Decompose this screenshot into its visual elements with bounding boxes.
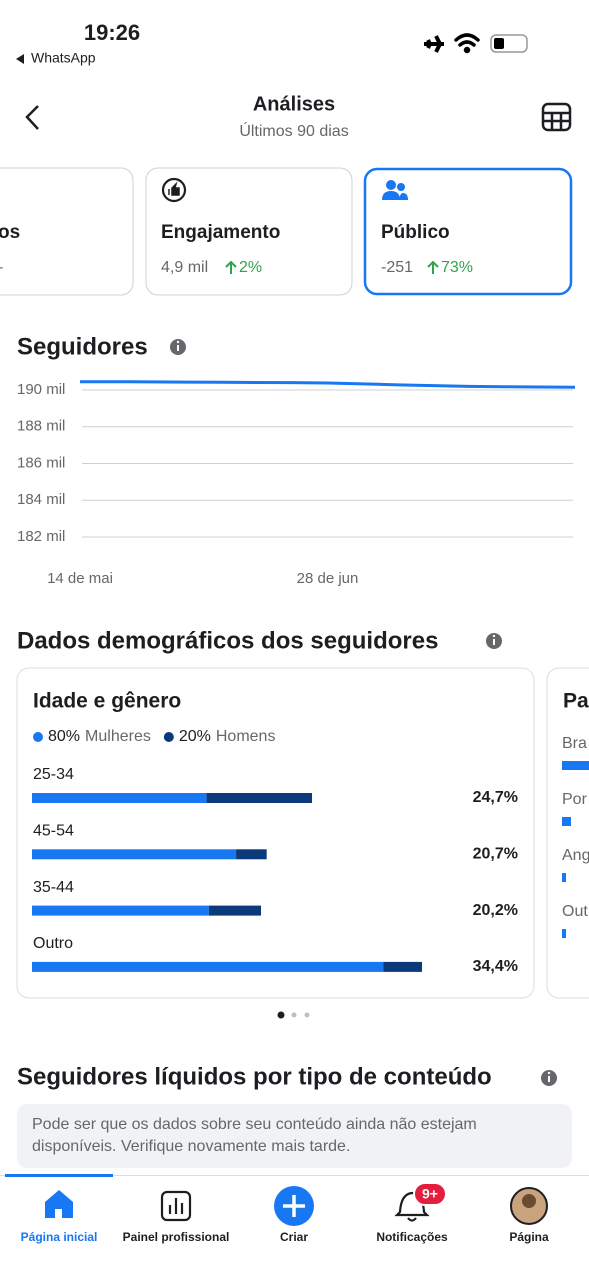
up-arrow: [427, 260, 439, 274]
bar-segment: [32, 793, 207, 803]
section-title: Seguidores: [17, 333, 148, 360]
back-app[interactable]: WhatsApp: [31, 50, 96, 66]
page-dot[interactable]: [291, 1012, 297, 1018]
legend-dot: [33, 732, 43, 742]
card-title: Idade e gênero: [33, 690, 181, 713]
legend-name: Mulheres: [85, 728, 151, 745]
legend-share: 80%: [48, 728, 80, 745]
value-label: 20,7%: [473, 846, 518, 863]
dashboard-icon[interactable]: [160, 1190, 192, 1222]
bar-segment: [32, 905, 209, 916]
category-label: 25-34: [33, 766, 74, 783]
thumb-icon: [168, 181, 180, 196]
card-title: Pa: [563, 690, 589, 713]
country-label: Por: [562, 791, 588, 808]
home-door: [55, 1209, 62, 1218]
battery-icon: [490, 34, 528, 53]
back-button[interactable]: [25, 105, 39, 130]
table-button[interactable]: [541, 102, 572, 132]
bar-segment: [208, 905, 262, 916]
metric-value: 4,9 mil: [161, 259, 208, 276]
country-bar: [562, 817, 571, 826]
metric-value: -: [0, 259, 3, 276]
header-title: Análises: [253, 93, 335, 115]
country-label: Ang: [562, 847, 589, 864]
metric-change: 73%: [441, 259, 473, 276]
bar-segment: [206, 793, 313, 803]
value-label: 20,2%: [473, 902, 518, 919]
country-label: Out: [562, 903, 588, 920]
bar-segment: [236, 849, 267, 860]
category-label: 45-54: [33, 823, 74, 840]
country-bar: [562, 761, 589, 770]
notice-text: Pode ser que os dados sobre seu conteúdo…: [32, 1116, 477, 1155]
audience-icon: [382, 180, 408, 200]
active-tab-indicator: [5, 1174, 113, 1177]
up-arrow: [225, 260, 237, 274]
y-tick-label: 184 mil: [17, 491, 65, 508]
info-icon[interactable]: [486, 633, 502, 649]
page-dot[interactable]: [304, 1012, 310, 1018]
clock: 19:26: [84, 20, 140, 45]
bar-segment: [383, 961, 422, 972]
badge-count: 9+: [422, 1186, 438, 1202]
wifi-icon: [454, 33, 480, 54]
avatar-face: [522, 1194, 536, 1208]
tab-label[interactable]: Painel profissional: [123, 1230, 230, 1244]
legend-dot: [163, 732, 174, 742]
section-title: Seguidores líquidos por tipo de conteúdo: [17, 1063, 492, 1090]
value-label: 24,7%: [473, 789, 518, 806]
y-tick-label: 190 mil: [17, 381, 65, 398]
metric-title: Público: [381, 222, 450, 243]
bar-segment: [32, 961, 384, 972]
metric-value: -251: [381, 259, 413, 276]
category-label: Outro: [33, 935, 73, 952]
tab-label[interactable]: Notificações: [376, 1230, 448, 1244]
legend-share: 20%: [179, 728, 211, 745]
tab-label-active[interactable]: Página inicial: [21, 1230, 98, 1244]
back-arrow-icon[interactable]: [16, 54, 24, 64]
metric-card[interactable]: [0, 167, 134, 296]
country-bar: [562, 873, 566, 882]
y-tick-label: 182 mil: [17, 528, 65, 545]
category-label: 35-44: [33, 879, 74, 896]
metric-change: 2%: [239, 259, 262, 276]
legend-name: Homens: [216, 728, 276, 745]
bar-segment: [32, 849, 237, 860]
followers-line: [80, 380, 576, 389]
metric-card[interactable]: [145, 167, 353, 296]
metric-card-selected[interactable]: [363, 167, 573, 296]
info-icon[interactable]: [541, 1070, 557, 1086]
battery-level: [494, 38, 504, 49]
info-icon[interactable]: [170, 339, 186, 355]
country-bar: [562, 929, 566, 938]
tab-label[interactable]: Página: [509, 1230, 549, 1244]
value-label: 34,4%: [473, 958, 518, 975]
header-subtitle: Últimos 90 dias: [239, 121, 348, 140]
notification-badge: [413, 1182, 447, 1206]
country-label: Bra: [562, 735, 587, 752]
airplane-icon: [424, 35, 444, 53]
notice-box: [17, 1104, 572, 1168]
engagement-icon: [161, 177, 187, 203]
section-title: Dados demográficos dos seguidores: [17, 627, 438, 654]
tab-label[interactable]: Criar: [280, 1230, 308, 1244]
metric-title: os: [0, 222, 20, 243]
metric-title: Engajamento: [161, 222, 280, 243]
country-card: [546, 667, 589, 999]
page-dot-active[interactable]: [277, 1011, 285, 1019]
plus-icon: [283, 1195, 305, 1217]
age-gender-card: [16, 667, 535, 999]
bar-chart: 80% Mulheres 20% Homens 25-34 24,7% 45-54 20,7%…: [32, 728, 518, 975]
y-tick-label: 186 mil: [17, 454, 65, 471]
x-tick-label: 28 de jun: [297, 570, 359, 587]
x-tick-label: 14 de mai: [47, 570, 113, 587]
home-icon[interactable]: [45, 1190, 73, 1218]
y-tick-label: 188 mil: [17, 418, 65, 435]
line-chart: 182 mil 184 mil 186 mil 188 mil 190 mil 14 de…: [17, 380, 576, 587]
